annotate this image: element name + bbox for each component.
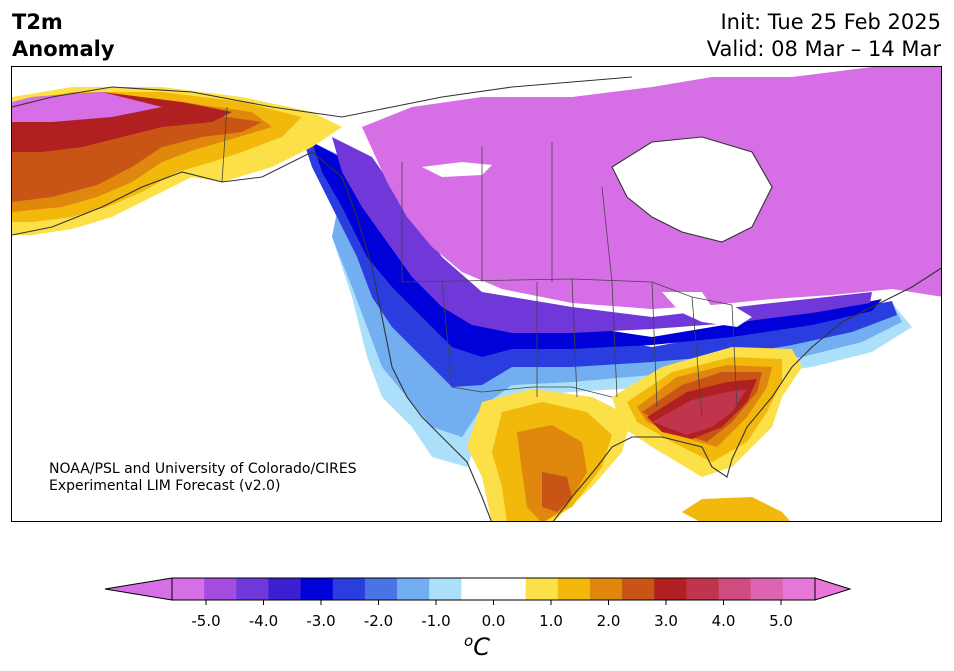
colorbar-cell xyxy=(461,578,494,600)
colorbar-tick-label: 2.0 xyxy=(596,612,621,630)
colorbar-cell xyxy=(525,578,559,600)
great-lakes xyxy=(662,292,752,327)
map-panel xyxy=(11,66,942,522)
colorbar-cells xyxy=(172,578,816,600)
colorbar-ticks xyxy=(205,600,782,605)
anomaly-region-alaska-hottest xyxy=(12,92,162,122)
colorbar-tick-label: -2.0 xyxy=(363,612,394,630)
colorbar-tick-label: -4.0 xyxy=(248,612,279,630)
colorbar xyxy=(104,577,852,605)
anomaly-region-mexico-warm-4 xyxy=(542,472,572,512)
colorbar-cell xyxy=(493,578,527,600)
title-variable: T2m xyxy=(12,10,63,34)
colorbar-cell xyxy=(204,578,237,600)
colorbar-cell xyxy=(300,578,334,600)
coastlines xyxy=(12,76,941,521)
colorbar-tick-label: 1.0 xyxy=(539,612,563,630)
credit-organization: NOAA/PSL and University of Colorado/CIRE… xyxy=(49,461,357,477)
anomaly-map xyxy=(12,67,941,521)
init-date: Init: Tue 25 Feb 2025 xyxy=(720,10,941,34)
forecast-credit: NOAA/PSL and University of Colorado/CIRE… xyxy=(49,461,357,495)
colorbar-tick-label: 0.0 xyxy=(481,612,506,630)
colorbar-cell xyxy=(429,578,462,600)
valid-range: Valid: 08 Mar – 14 Mar xyxy=(706,37,941,61)
map-title: T2m Anomaly xyxy=(12,9,115,63)
anomaly-region-cold-1 xyxy=(332,137,872,333)
colorbar-cell xyxy=(718,578,752,600)
colorbar-under-arrow xyxy=(104,577,173,601)
colorbar-tick-label: 4.0 xyxy=(711,612,736,630)
colorbar-cell xyxy=(782,578,816,600)
colorbar-tick-label: 5.0 xyxy=(769,612,793,630)
colorbar-cell xyxy=(557,578,591,600)
colorbar-cell xyxy=(750,578,784,600)
credit-product: Experimental LIM Forecast (v2.0) xyxy=(49,478,281,494)
colorbar-cell xyxy=(172,578,205,600)
political-borders xyxy=(221,106,738,418)
anomaly-region-caribbean-warm xyxy=(682,497,791,521)
colorbar-cell xyxy=(654,578,687,600)
colorbar-cell xyxy=(364,578,398,600)
colorbar-cell xyxy=(686,578,720,600)
colorbar-cell xyxy=(268,578,302,600)
colorbar-unit: oC xyxy=(464,632,490,661)
colorbar-tick-label: -1.0 xyxy=(421,612,451,630)
colorbar-over-arrow xyxy=(814,577,852,601)
colorbar-tick-label: -5.0 xyxy=(191,612,221,630)
colorbar-cell xyxy=(622,578,655,600)
colorbar-cell xyxy=(332,578,366,600)
colorbar-tick-label: 3.0 xyxy=(654,612,678,630)
anomaly-region-southeast-hottest xyxy=(652,389,747,435)
great-slave-lake xyxy=(422,162,492,177)
title-descriptor: Anomaly xyxy=(12,37,115,61)
colorbar-cell xyxy=(236,578,269,600)
forecast-dates: Init: Tue 25 Feb 2025 Valid: 08 Mar – 14… xyxy=(707,9,941,63)
colorbar-cell xyxy=(589,578,623,600)
hudson-bay xyxy=(612,137,772,242)
colorbar-tick-label: -3.0 xyxy=(306,612,336,630)
unit-celsius: C xyxy=(473,633,490,661)
unit-degree-mark: o xyxy=(464,632,474,650)
colorbar-cell xyxy=(397,578,430,600)
